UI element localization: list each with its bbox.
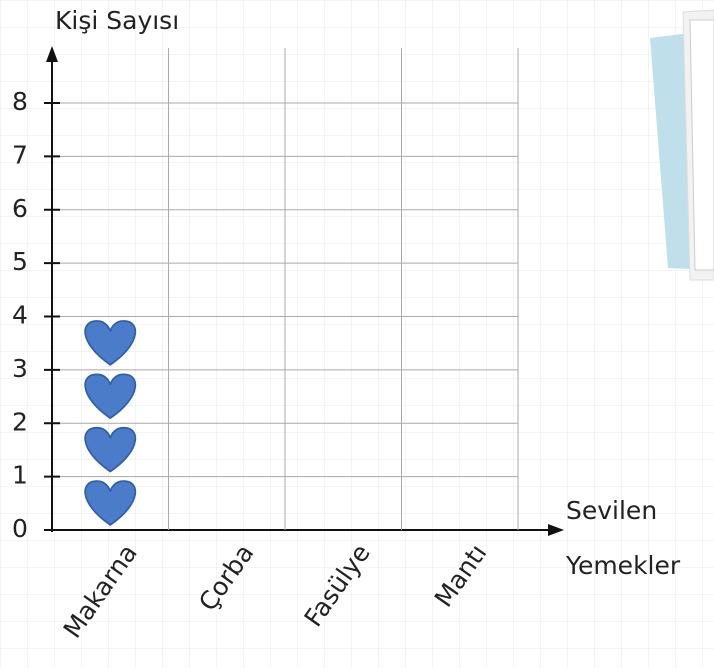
- x-axis-label: Sevilen: [566, 496, 657, 525]
- heart-icon: [84, 373, 137, 420]
- y-tick-label: 6: [12, 194, 28, 223]
- y-tick-label: 4: [12, 301, 28, 330]
- heart-icon: [84, 426, 137, 473]
- pictogram-column: [84, 320, 137, 526]
- y-tick-label: 3: [12, 354, 28, 383]
- x-axis-label: Yemekler: [565, 551, 681, 580]
- y-tick-label: 5: [12, 247, 28, 276]
- y-tick-label: 8: [12, 87, 28, 116]
- heart-icon: [84, 480, 137, 526]
- y-axis-label: Kişi Sayısı: [55, 6, 179, 35]
- y-arrow: [46, 46, 58, 62]
- y-tick-label: 7: [12, 140, 28, 169]
- y-tick-label: 2: [12, 407, 28, 436]
- y-tick-label: 1: [12, 461, 28, 490]
- sticky-note: [650, 9, 714, 281]
- y-tick-label: 0: [12, 514, 28, 543]
- heart-icon: [84, 320, 137, 366]
- x-arrow: [548, 524, 564, 536]
